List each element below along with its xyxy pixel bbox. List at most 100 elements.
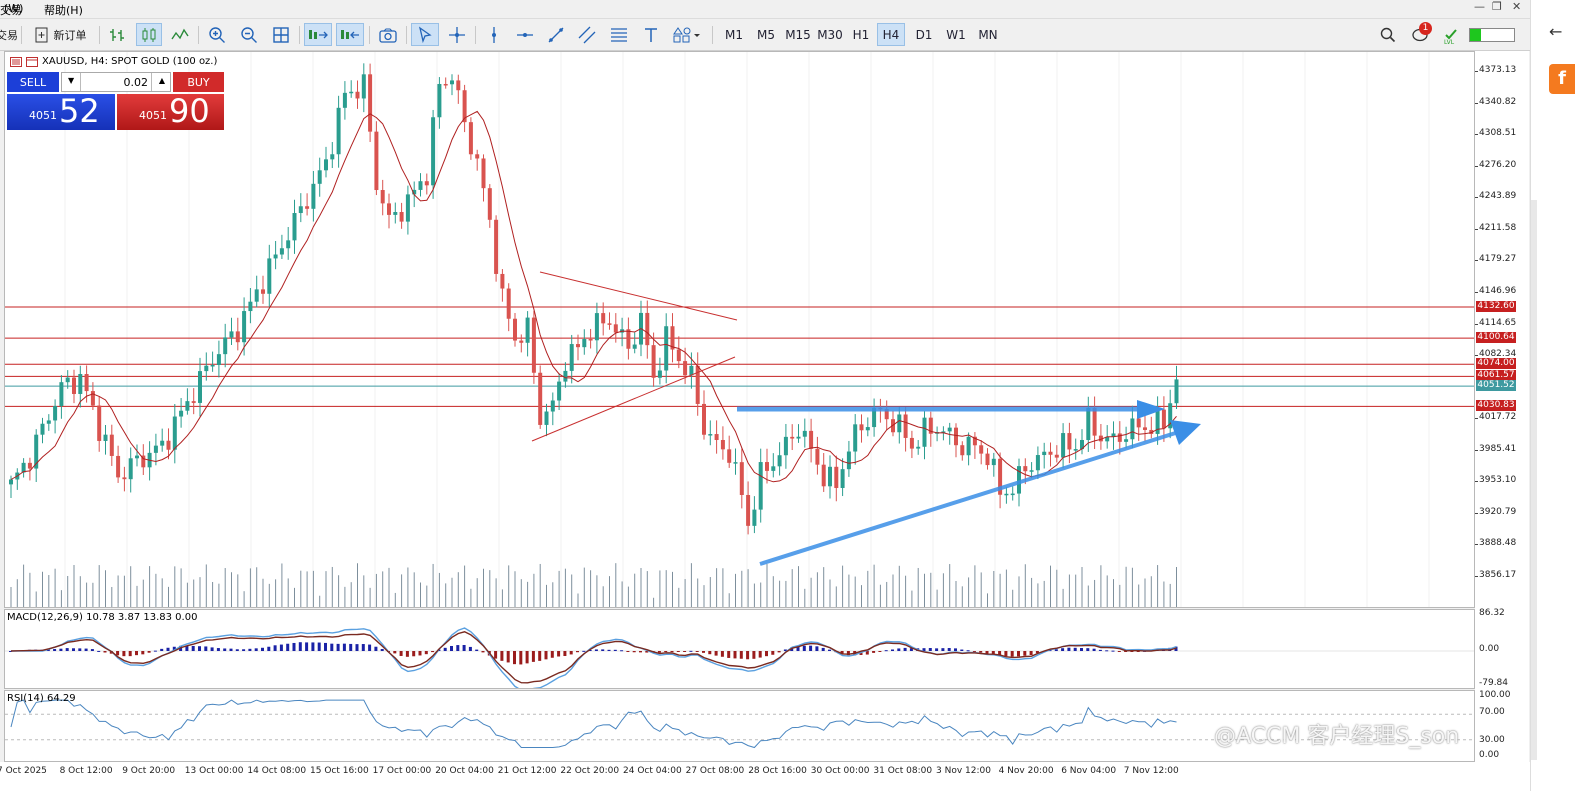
trendline-icon	[548, 27, 564, 42]
price-level-tag: 4061.57	[1476, 370, 1516, 382]
side-scrollbar[interactable]	[1531, 200, 1537, 760]
sell-button[interactable]: SELL	[7, 72, 59, 92]
macd-histogram-bar	[412, 651, 416, 657]
candle-body	[1155, 409, 1160, 434]
macd-histogram-bar	[525, 651, 529, 664]
candle-body	[1086, 407, 1091, 440]
timeframe-m5-button[interactable]: M5	[752, 23, 780, 46]
lot-size-field[interactable]: ▼ 0.02 ▲	[61, 72, 171, 92]
menu-trade[interactable]: 交易	[0, 4, 22, 17]
lot-decrease-icon[interactable]: ▼	[68, 76, 75, 85]
trendline-button[interactable]	[543, 23, 569, 46]
shapes-dropdown[interactable]	[670, 23, 706, 46]
chart-shift-button[interactable]	[336, 23, 364, 46]
macd-histogram-bar	[1105, 650, 1109, 652]
sell-price-display[interactable]: 4051 52	[7, 92, 115, 130]
candle-body	[809, 430, 814, 449]
menu-view[interactable]: (W)	[4, 2, 24, 15]
fibonacci-button[interactable]	[606, 23, 632, 46]
search-button[interactable]	[1376, 23, 1400, 46]
macd-histogram-bar	[494, 651, 498, 659]
signal-button[interactable]: LVL	[1440, 23, 1464, 46]
back-arrow-icon[interactable]: ←	[1549, 22, 1563, 41]
timeframe-h1-button[interactable]: H1	[848, 23, 874, 46]
candle-body	[802, 430, 807, 437]
macd-histogram-bar	[771, 651, 775, 655]
lot-value[interactable]: 0.02	[123, 76, 149, 89]
macd-histogram-bar	[147, 651, 151, 653]
macd-histogram-bar	[172, 646, 176, 651]
bar-chart-button[interactable]	[104, 23, 130, 46]
trade-cut-label[interactable]: 交易	[0, 23, 18, 46]
macd-histogram-bar	[909, 648, 913, 651]
time-axis-label: 15 Oct 16:00	[310, 766, 369, 776]
time-axis[interactable]: 7 Oct 2025 8 Oct 12:00 9 Oct 20:00 13 Oct 0…	[0, 762, 1530, 791]
candle-body	[1067, 433, 1072, 450]
macd-histogram-bar	[292, 642, 296, 651]
macd-histogram-bar	[443, 647, 447, 651]
side-panel: ← f	[1530, 0, 1591, 791]
price-axis[interactable]: 86.32 0.00 -79.84 100.00 70.00 30.00 0.0…	[1475, 51, 1529, 762]
price-axis-label: 3920.79	[1479, 506, 1517, 517]
macd-histogram-bar	[374, 646, 378, 651]
candle-body	[815, 448, 820, 465]
macd-histogram-bar	[242, 649, 246, 651]
minimize-icon[interactable]: —	[1474, 0, 1485, 13]
candle-body	[727, 449, 732, 463]
candle-body	[349, 91, 354, 94]
timeframe-m15-button[interactable]: M15	[783, 23, 813, 46]
menu-help[interactable]: 帮助(H)	[44, 4, 83, 17]
restore-icon[interactable]: ❐	[1492, 0, 1502, 13]
candle-body	[777, 455, 782, 467]
candle-body	[884, 409, 889, 420]
line-chart-icon	[171, 28, 189, 39]
price-axis-tick	[1475, 512, 1478, 514]
candle-body	[500, 273, 505, 289]
candle-body	[651, 345, 656, 378]
candle-body	[846, 451, 851, 470]
cursor-button[interactable]	[411, 23, 439, 46]
candle-body	[1117, 433, 1122, 442]
tile-windows-button[interactable]	[268, 23, 294, 46]
candle-body	[450, 80, 454, 85]
candle-body	[865, 427, 870, 431]
candle-body	[569, 344, 574, 371]
candle-body	[59, 382, 64, 407]
zoom-in-button[interactable]	[204, 23, 230, 46]
time-axis-label: 17 Oct 00:00	[372, 766, 432, 776]
timeframe-d1-button[interactable]: D1	[910, 23, 938, 46]
price-chart[interactable]: XAUUSD, H4: SPOT GOLD (100 oz.) SELL ▼ 0…	[4, 51, 1475, 608]
notifications-button[interactable]: 1	[1406, 22, 1434, 46]
macd-subwindow[interactable]: MACD(12,26,9) 10.78 3.87 13.83 0.00	[4, 609, 1475, 689]
app-logo-icon[interactable]: f	[1549, 64, 1575, 94]
new-order-button[interactable]: 新订单	[27, 23, 93, 46]
timeframe-mn-button[interactable]: MN	[974, 23, 1002, 46]
timeframe-w1-button[interactable]: W1	[942, 23, 970, 46]
crosshair-button[interactable]	[444, 23, 470, 46]
screenshot-button[interactable]	[375, 23, 401, 46]
buy-price-display[interactable]: 4051 90	[117, 92, 224, 130]
vertical-line-button[interactable]	[481, 23, 507, 46]
timeframe-m30-button[interactable]: M30	[815, 23, 845, 46]
candle-body	[160, 440, 165, 446]
macd-histogram-bar	[1061, 648, 1065, 651]
line-chart-button[interactable]	[167, 23, 193, 46]
timeframe-h4-button[interactable]: H4	[877, 23, 905, 46]
price-axis-label: 4243.89	[1479, 191, 1517, 202]
macd-histogram-bar	[966, 650, 970, 652]
channel-button[interactable]	[574, 23, 600, 46]
candlestick-button[interactable]	[136, 23, 162, 46]
toolbar: 交易 新订单 1	[0, 19, 1530, 51]
time-axis-label: 31 Oct 08:00	[873, 766, 933, 776]
horizontal-line-button[interactable]	[512, 23, 538, 46]
candle-body	[317, 170, 322, 184]
text-button[interactable]	[638, 23, 664, 46]
rsi-subwindow[interactable]: RSI(14) 64.29	[4, 690, 1475, 762]
macd-histogram-bar	[720, 651, 724, 657]
close-icon[interactable]: ✕	[1512, 0, 1522, 13]
autoscroll-button[interactable]	[304, 23, 332, 46]
buy-button[interactable]: BUY	[173, 72, 224, 92]
timeframe-m1-button[interactable]: M1	[720, 23, 748, 46]
zoom-out-button[interactable]	[236, 23, 262, 46]
lot-increase-icon[interactable]: ▲	[158, 76, 165, 85]
